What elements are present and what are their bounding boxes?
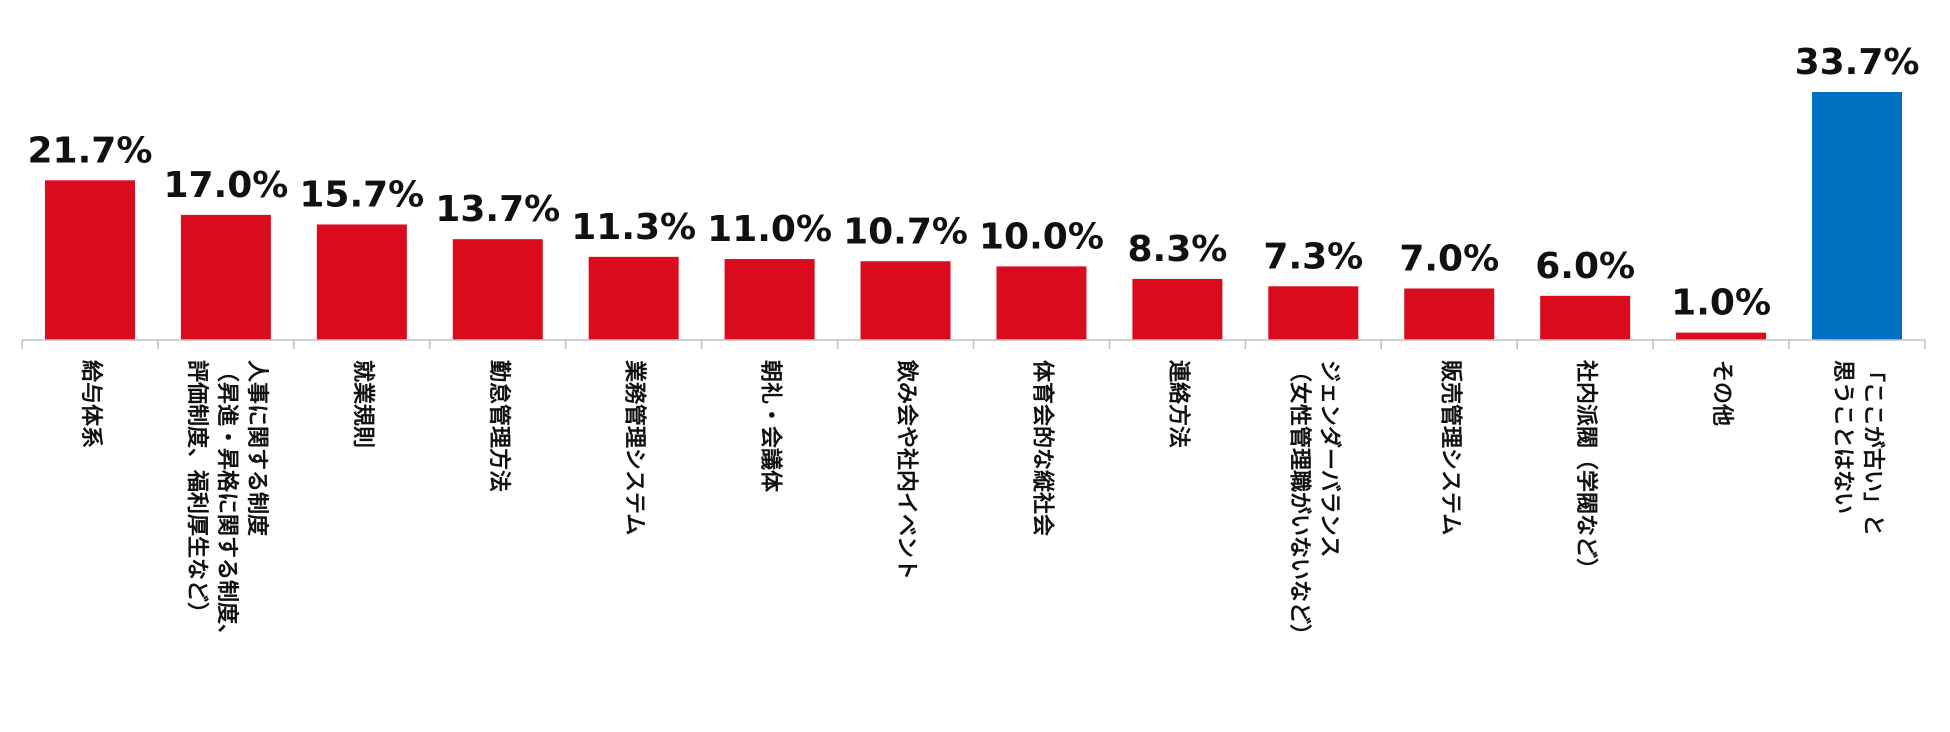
bar xyxy=(724,259,815,340)
data-label: 11.3% xyxy=(571,207,696,248)
x-tick-label: 思うことはない xyxy=(1830,360,1855,514)
bar xyxy=(452,239,543,340)
bar xyxy=(1132,278,1223,340)
bar xyxy=(860,261,951,340)
x-tick-label: 社内派閥（学閥など） xyxy=(1573,360,1599,580)
data-label: 15.7% xyxy=(299,174,424,215)
x-tick-label: その他 xyxy=(1709,360,1734,426)
data-label: 11.0% xyxy=(707,209,832,250)
x-tick-label: 就業規則 xyxy=(350,360,376,448)
data-label: 21.7% xyxy=(28,130,153,171)
x-tick-label: 「ここが古い」と xyxy=(1860,360,1886,536)
x-tick-label: 給与体系 xyxy=(78,360,104,448)
x-axis xyxy=(21,339,1926,349)
x-tick-label: 連絡方法 xyxy=(1165,360,1191,448)
x-tick-label: ジェンダーバランス xyxy=(1316,360,1342,557)
x-tick-label: （昇進・昇格に関する制度、 xyxy=(214,360,240,646)
x-tick-label: 朝礼・会議体 xyxy=(758,360,784,493)
x-tick-label: 飲み会や社内イベント xyxy=(894,359,920,580)
bar xyxy=(1540,295,1631,340)
bar xyxy=(44,180,135,340)
x-tick-label: 人事に関する制度 xyxy=(244,360,270,537)
x-tick-label: （女性管理職がいないなど） xyxy=(1286,360,1312,646)
bar xyxy=(588,256,679,340)
data-label: 7.3% xyxy=(1263,236,1363,277)
value-labels-group: 21.7%17.0% 15.7% 13.7% 11.3% 11.0% 10.7% 10.0%… xyxy=(28,42,1920,324)
bar xyxy=(1268,286,1359,340)
x-tick-label: 体育会的な縦社会 xyxy=(1029,360,1055,536)
x-tick-label: 販売管理システム xyxy=(1437,360,1463,535)
bar xyxy=(1404,288,1495,340)
bar xyxy=(180,214,271,340)
x-tick-label: 業務管理システム xyxy=(622,360,648,535)
data-label: 6.0% xyxy=(1535,246,1635,287)
data-label: 8.3% xyxy=(1127,229,1227,270)
bar xyxy=(1676,332,1767,340)
bars-group xyxy=(44,92,1903,340)
data-label: 10.7% xyxy=(843,211,968,252)
x-tick-label: 勤怠管理方法 xyxy=(486,360,512,492)
bar xyxy=(316,224,407,340)
data-label: 33.7% xyxy=(1795,42,1920,83)
data-label: 1.0% xyxy=(1671,283,1771,324)
bar xyxy=(996,266,1087,340)
data-label: 13.7% xyxy=(435,189,560,230)
bar xyxy=(1812,92,1903,340)
x-tick-label: 評価制度、福利厚生など） xyxy=(184,360,210,624)
data-label: 17.0% xyxy=(163,165,288,206)
data-label: 7.0% xyxy=(1399,238,1499,279)
tick-labels-group: 給与体系 人事に関する制度（昇進・昇格に関する制度、評価制度、福利厚生など） 就業規… xyxy=(78,359,1886,646)
data-label: 10.0% xyxy=(979,216,1104,257)
